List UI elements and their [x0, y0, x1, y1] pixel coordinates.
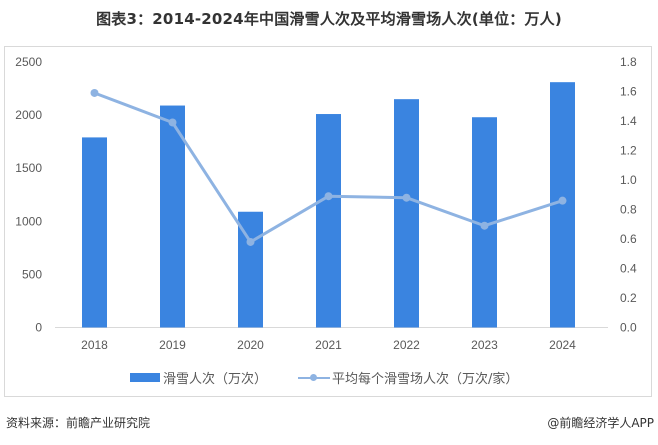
x-axis-tick: 2020: [237, 338, 264, 352]
line-series: [90, 88, 567, 246]
x-axis-tick: 2024: [549, 338, 576, 352]
legend-bar-label: 滑雪人次（万次）: [163, 371, 268, 387]
right-axis-tick: 0.4: [620, 262, 637, 276]
brand-watermark: @前瞻经济学人APP: [547, 416, 654, 430]
line-marker: [324, 192, 333, 201]
right-axis: 0.0 0.2 0.4 0.6 0.8 1.0 1.2 1.4 1.6 1.8: [620, 55, 637, 335]
source-note: 资料来源：前瞻产业研究院: [6, 416, 151, 430]
left-axis-tick: 1500: [15, 161, 42, 175]
right-axis-tick: 1.2: [620, 144, 637, 158]
x-axis-tick: 2018: [81, 338, 108, 352]
legend-item-bar: 滑雪人次（万次）: [130, 367, 267, 387]
right-axis-tick: 0.2: [620, 291, 637, 305]
line-marker: [402, 193, 411, 202]
line-marker-swatch-icon: [298, 373, 330, 382]
legend: 滑雪人次（万次） 平均每个滑雪场人次（万次/家）: [0, 367, 658, 387]
chart-title: 图表3：2014-2024年中国滑雪人次及平均滑雪场人次(单位：万人): [96, 10, 562, 28]
x-axis-tick: 2019: [159, 338, 186, 352]
line-marker: [90, 88, 99, 97]
x-axis-tick: 2022: [393, 338, 420, 352]
line-marker: [480, 221, 489, 230]
left-axis-tick: 1000: [15, 214, 42, 228]
right-axis-tick: 0.6: [620, 232, 637, 246]
bar: [316, 114, 341, 328]
left-axis: 0 500 1000 1500 2000 2500: [15, 55, 42, 335]
x-axis: 2018 2019 2020 2021 2022 2023 2024: [81, 338, 576, 352]
bar: [82, 137, 107, 328]
x-axis-tick: 2023: [471, 338, 498, 352]
bar-swatch-icon: [130, 372, 160, 382]
x-axis-tick: 2021: [315, 338, 342, 352]
right-axis-tick: 0.8: [620, 203, 637, 217]
left-axis-tick: 2000: [15, 108, 42, 122]
bar: [160, 105, 185, 328]
legend-item-line: 平均每个滑雪场人次（万次/家）: [298, 367, 518, 387]
left-axis-tick: 0: [35, 321, 42, 335]
right-axis-tick: 1.6: [620, 85, 637, 99]
line-marker: [168, 118, 177, 127]
right-axis-tick: 1.4: [620, 114, 637, 128]
chart-frame: [4, 46, 652, 397]
line-marker: [558, 196, 567, 205]
right-axis-tick: 1.0: [620, 173, 637, 187]
right-axis-tick: 1.8: [620, 55, 637, 69]
bar-series: [82, 82, 575, 328]
legend-line-label: 平均每个滑雪场人次（万次/家）: [332, 371, 519, 387]
bar: [394, 99, 419, 328]
left-axis-tick: 500: [22, 267, 42, 281]
left-axis-tick: 2500: [15, 55, 42, 69]
right-axis-tick: 0.0: [620, 321, 637, 335]
line-marker: [246, 237, 255, 246]
